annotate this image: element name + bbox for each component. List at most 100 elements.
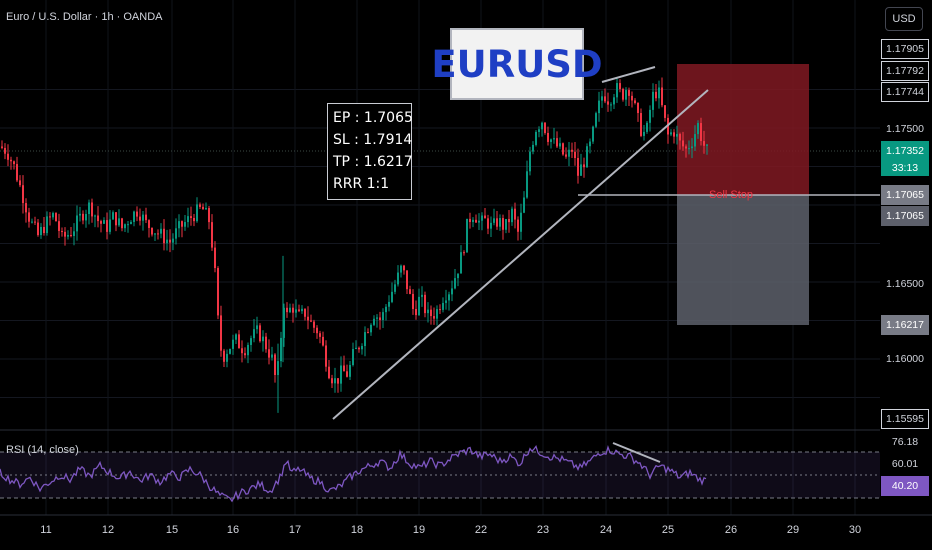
time-axis-label: 16	[226, 524, 240, 536]
candle-body	[424, 294, 426, 314]
candle-body	[556, 138, 558, 147]
candle-body	[289, 307, 291, 313]
candle-body	[25, 203, 27, 213]
candle-body	[646, 122, 648, 132]
candle-body	[640, 113, 642, 136]
candle-body	[502, 218, 504, 230]
candle-body	[517, 219, 519, 232]
candle-body	[232, 339, 234, 349]
candle-body	[73, 231, 75, 237]
time-axis-label: 18	[350, 524, 364, 536]
candle-body	[403, 265, 405, 271]
rsi-level-label: 60.01	[881, 454, 929, 474]
candle-body	[409, 289, 411, 294]
candle-body	[196, 204, 198, 222]
candle-body	[310, 320, 312, 322]
rsi-divergence-line[interactable]	[612, 442, 661, 463]
candle-body	[658, 87, 660, 99]
candle-body	[49, 216, 51, 218]
candle-body	[160, 228, 162, 234]
bar-countdown: 33:13	[881, 160, 929, 176]
currency-button[interactable]: USD	[885, 7, 923, 31]
candle-body	[553, 138, 555, 140]
candle-body	[688, 148, 690, 150]
candle-body	[376, 317, 378, 319]
candle-body	[256, 325, 258, 330]
candle-body	[373, 318, 375, 325]
candle-body	[433, 316, 435, 319]
candle-body	[544, 122, 546, 133]
candle-body	[460, 252, 462, 274]
candle-body	[229, 348, 231, 354]
candle-body	[31, 221, 33, 223]
rsi-title[interactable]: RSI (14, close)	[6, 444, 79, 456]
candle-body	[139, 216, 141, 221]
price-label-top: 1.17905	[881, 39, 929, 59]
candle-body	[682, 140, 684, 147]
candle-body	[325, 345, 327, 367]
candle-body	[592, 126, 594, 142]
candle-body	[571, 149, 573, 152]
time-axis-label: 22	[474, 524, 488, 536]
candle-body	[1, 146, 3, 148]
candle-body	[661, 87, 663, 106]
candle-body	[367, 332, 369, 334]
candle-body	[400, 265, 402, 273]
candle-body	[127, 224, 129, 226]
candle-body	[685, 146, 687, 149]
candle-body	[322, 336, 324, 346]
time-axis-label: 29	[786, 524, 800, 536]
candle-body	[301, 308, 303, 312]
candle-body	[604, 96, 606, 102]
candle-body	[355, 347, 357, 350]
candle-body	[151, 227, 153, 235]
candle-body	[217, 268, 219, 316]
candle-body	[283, 307, 285, 338]
candle-body	[388, 301, 390, 307]
candle-body	[265, 336, 267, 350]
candle-body	[664, 105, 666, 118]
candle-body	[193, 217, 195, 222]
candle-body	[529, 151, 531, 172]
candle-body	[439, 309, 441, 311]
symbol-title[interactable]: Euro / U.S. Dollar · 1h · OANDA	[6, 11, 163, 23]
candle-body	[487, 218, 489, 229]
candle-body	[202, 206, 204, 210]
candle-body	[463, 252, 465, 254]
candle-body	[442, 302, 444, 310]
candle-body	[577, 158, 579, 176]
candle-body	[589, 141, 591, 147]
candle-body	[286, 307, 288, 313]
candle-body	[169, 239, 171, 243]
candle-body	[652, 91, 654, 110]
candle-body	[361, 346, 363, 350]
candle-body	[52, 213, 54, 218]
candle-body	[613, 97, 615, 105]
candle-body	[178, 221, 180, 229]
candle-body	[241, 348, 243, 354]
candle-body	[385, 306, 387, 313]
candle-body	[349, 364, 351, 377]
candle-body	[61, 230, 63, 232]
candle-body	[259, 325, 261, 342]
candle-body	[175, 228, 177, 239]
candle-body	[100, 221, 102, 224]
current-price-label: 1.17352	[881, 141, 929, 161]
price-label: 1.16000	[881, 349, 929, 369]
candle-body	[43, 226, 45, 234]
trend-line-support[interactable]	[332, 89, 709, 420]
entry-price-label: 1.17065	[881, 185, 929, 205]
candle-body	[565, 154, 567, 157]
trend-line-top[interactable]	[601, 66, 656, 83]
candle-body	[505, 218, 507, 230]
candle-body	[499, 218, 501, 227]
time-axis-label: 11	[40, 524, 52, 536]
rsi-level-label: 76.18	[881, 432, 929, 452]
candle-body	[262, 336, 264, 342]
candle-body	[82, 213, 84, 221]
candle-body	[199, 204, 201, 207]
candle-body	[118, 218, 120, 226]
candle-body	[673, 132, 675, 137]
candle-body	[19, 180, 21, 186]
